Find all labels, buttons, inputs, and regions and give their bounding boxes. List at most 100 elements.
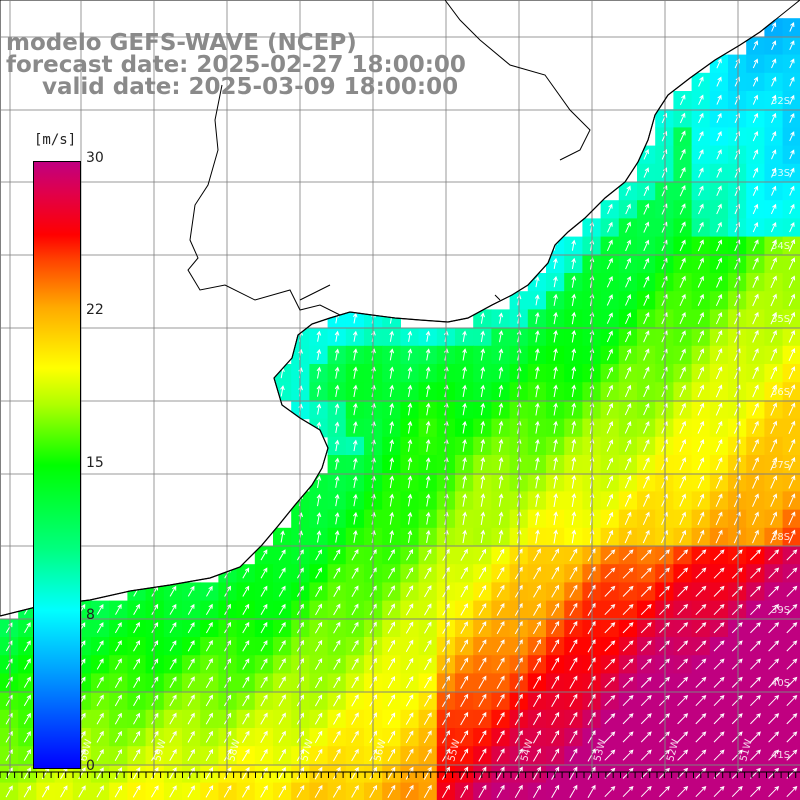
wind-arrow: [460, 675, 469, 689]
wind-arrow: [187, 730, 195, 743]
wind-arrow: [551, 620, 560, 635]
wind-arrow: [770, 384, 777, 398]
wind-arrow: [677, 731, 689, 743]
wind-arrow: [698, 149, 704, 160]
wind-arrow: [750, 640, 761, 652]
wind-arrow: [752, 493, 759, 507]
wind-arrow: [659, 567, 670, 579]
coastline: [0, 0, 800, 772]
wind-arrow: [606, 529, 614, 544]
colorbar-tick-15: 15: [86, 455, 104, 471]
wind-arrow: [241, 766, 250, 780]
wind-arrow: [752, 40, 759, 51]
wind-arrow: [387, 657, 396, 671]
wind-arrow: [480, 456, 486, 471]
wind-arrow: [607, 221, 613, 233]
wind-arrow: [768, 749, 780, 761]
wind-arrow: [606, 384, 613, 398]
wind-arrow: [752, 384, 759, 398]
wind-arrow: [734, 257, 741, 270]
wind-arrow: [752, 348, 759, 361]
wind-arrow: [786, 731, 798, 743]
wind-arrow: [679, 293, 686, 307]
wind-arrow: [553, 329, 558, 343]
wind-arrow: [387, 621, 396, 634]
wind-arrow: [607, 203, 613, 215]
wind-arrow: [677, 749, 689, 761]
wind-arrow: [752, 130, 759, 142]
wind-arrow: [496, 730, 505, 744]
wind-arrow: [535, 330, 540, 343]
wind-arrow: [713, 585, 725, 597]
wind-arrow: [462, 330, 467, 342]
wind-arrow: [715, 511, 723, 526]
wind-arrow: [604, 676, 616, 688]
wind-arrow: [770, 402, 777, 416]
wind-arrow: [768, 731, 780, 743]
wind-arrow: [643, 293, 650, 306]
wind-arrow: [278, 694, 286, 707]
wind-arrow: [679, 420, 686, 434]
wind-arrow: [786, 585, 798, 597]
wind-arrow: [480, 330, 485, 342]
wind-arrow: [387, 712, 396, 725]
wind-arrow: [407, 511, 413, 525]
wind-arrow: [661, 167, 668, 178]
wind-arrow: [78, 767, 86, 780]
wind-arrow: [606, 239, 613, 252]
wind-arrow: [532, 621, 541, 635]
wind-arrow: [425, 438, 431, 452]
wind-arrow: [695, 658, 707, 670]
wind-arrow: [532, 657, 541, 671]
wind-arrow: [441, 784, 450, 799]
wind-arrow: [260, 621, 268, 634]
wind-arrow: [713, 603, 725, 616]
wind-arrow: [425, 475, 431, 489]
wind-arrow: [278, 766, 286, 780]
wind-arrow: [114, 621, 122, 634]
wind-arrow: [387, 694, 396, 707]
wind-arrow: [661, 185, 668, 197]
wind-arrow: [788, 511, 796, 526]
wind-arrow: [731, 694, 743, 707]
wind-arrow: [569, 711, 578, 726]
wind-arrow: [604, 603, 616, 616]
wind-arrow: [389, 493, 395, 507]
wind-arrow: [462, 475, 467, 489]
wind-arrow: [333, 585, 341, 598]
wind-arrow: [571, 456, 577, 471]
wind-arrow: [698, 221, 704, 233]
wind-arrow: [423, 748, 432, 762]
wind-arrow: [715, 293, 723, 307]
wind-arrow: [187, 676, 195, 689]
wind-arrow: [496, 748, 505, 762]
wind-arrow: [716, 76, 722, 87]
wind-arrow: [770, 239, 777, 252]
wind-arrow: [187, 640, 195, 652]
wind-arrow: [114, 748, 122, 761]
wind-arrow: [23, 767, 31, 780]
wind-arrow: [132, 748, 141, 762]
wind-arrow: [478, 657, 487, 671]
wind-arrow: [715, 529, 723, 544]
wind-arrow: [768, 603, 780, 616]
wind-arrow: [569, 730, 578, 744]
wind-arrow: [551, 548, 560, 562]
wind-arrow: [387, 585, 395, 598]
wind-arrow: [752, 221, 759, 233]
wind-arrow: [643, 366, 650, 379]
wind-arrow: [205, 785, 214, 798]
wind-arrow: [677, 658, 689, 670]
wind-arrow: [752, 257, 759, 270]
wind-arrow: [425, 457, 431, 470]
wind-arrow: [260, 785, 268, 798]
wind-arrow: [731, 640, 743, 652]
wind-arrow: [425, 330, 431, 342]
wind-arrow: [478, 603, 487, 616]
wind-arrow: [351, 603, 359, 616]
wind-arrow: [535, 402, 540, 416]
wind-arrow: [460, 711, 469, 726]
wind-arrow: [353, 348, 358, 361]
wind-arrow: [695, 622, 707, 634]
